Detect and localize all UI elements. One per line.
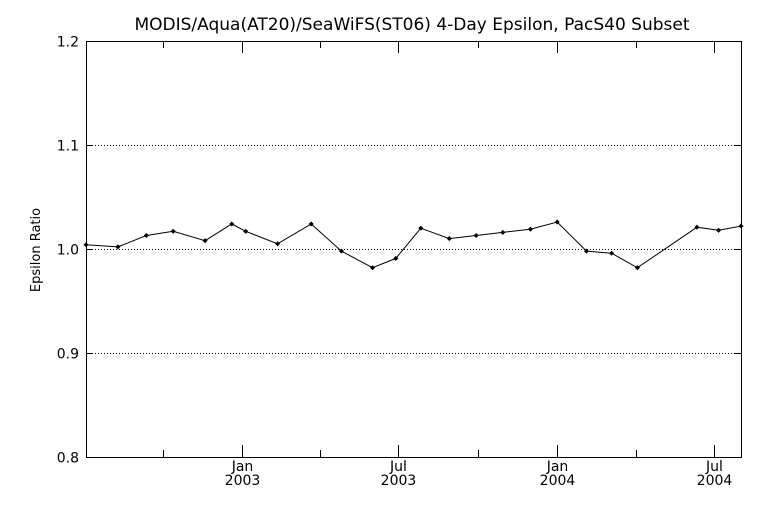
x-tick-year-label: 2004 <box>697 473 733 489</box>
y-axis-label: Epsilon Ratio <box>29 208 44 292</box>
data-point <box>583 248 590 254</box>
data-point <box>243 228 249 234</box>
data-point <box>369 265 376 271</box>
data-point <box>446 235 452 242</box>
data-point <box>500 229 506 236</box>
data-point <box>202 238 208 244</box>
y-tick-label: 1.0 <box>57 243 79 259</box>
x-tick-month-label: Jan <box>546 459 569 475</box>
data-point <box>393 255 399 262</box>
data-point <box>634 265 641 271</box>
data-point <box>338 248 345 254</box>
data-point <box>308 221 314 227</box>
x-tick-year-label: 2004 <box>540 473 576 489</box>
y-tick-label: 1.1 <box>57 139 79 155</box>
data-point <box>274 241 281 247</box>
data-point <box>554 219 560 225</box>
data-point <box>115 244 121 250</box>
data-series <box>83 219 744 271</box>
x-tick-year-label: 2003 <box>225 473 261 489</box>
x-tick-year-label: 2003 <box>381 473 417 489</box>
tick-labels: 0.80.91.01.11.2Jan2003Jul2003Jan2004Jul2… <box>57 35 733 490</box>
y-tick-label: 0.9 <box>57 347 79 363</box>
data-point <box>527 226 534 232</box>
x-tick-month-label: Jan <box>231 459 254 475</box>
data-point <box>473 232 479 239</box>
x-tick-month-label: Jul <box>389 459 407 475</box>
y-tick-label: 1.2 <box>57 35 79 51</box>
data-point <box>694 224 700 230</box>
data-point <box>143 232 150 239</box>
data-point <box>170 228 176 234</box>
series-line <box>85 221 742 269</box>
data-point <box>229 221 235 227</box>
gridlines <box>86 145 741 354</box>
chart-title: MODIS/Aqua(AT20)/SeaWiFS(ST06) 4-Day Eps… <box>134 15 689 35</box>
y-tick-label: 0.8 <box>57 451 79 467</box>
data-point <box>608 250 615 256</box>
x-tick-month-label: Jul <box>705 459 723 475</box>
axes <box>86 41 742 458</box>
data-point <box>418 225 424 231</box>
data-point <box>715 227 722 233</box>
